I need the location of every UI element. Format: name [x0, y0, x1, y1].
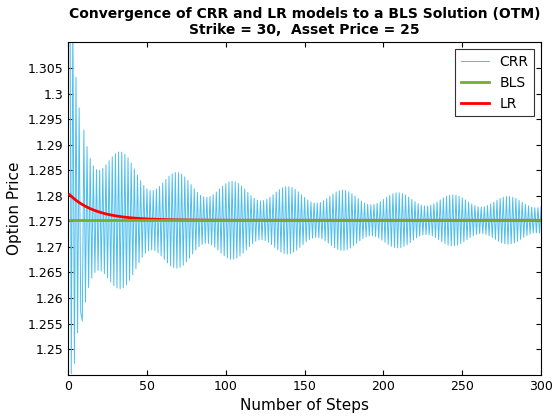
LR	[66, 192, 73, 197]
BLS	[464, 218, 470, 223]
BLS	[538, 218, 544, 223]
Line: CRR: CRR	[69, 0, 541, 374]
BLS	[66, 218, 73, 223]
Legend: CRR, BLS, LR: CRR, BLS, LR	[455, 50, 534, 116]
Title: Convergence of CRR and LR models to a BLS Solution (OTM)
Strike = 30,  Asset Pri: Convergence of CRR and LR models to a BL…	[69, 7, 540, 37]
LR	[493, 218, 500, 223]
CRR	[465, 200, 472, 205]
BLS	[493, 218, 500, 223]
LR	[68, 194, 74, 199]
CRR	[68, 371, 74, 376]
CRR	[69, 13, 76, 18]
CRR	[348, 191, 355, 196]
CRR	[356, 238, 363, 243]
Line: LR: LR	[69, 195, 541, 221]
Y-axis label: Option Price: Option Price	[7, 162, 22, 255]
LR	[538, 218, 544, 223]
BLS	[355, 218, 362, 223]
LR	[355, 218, 362, 223]
BLS	[347, 218, 354, 223]
X-axis label: Number of Steps: Number of Steps	[240, 398, 369, 413]
CRR	[538, 205, 544, 210]
CRR	[347, 245, 354, 250]
LR	[347, 218, 354, 223]
LR	[464, 218, 470, 223]
CRR	[495, 239, 502, 244]
BLS	[346, 218, 352, 223]
LR	[346, 218, 352, 223]
BLS	[68, 218, 74, 223]
